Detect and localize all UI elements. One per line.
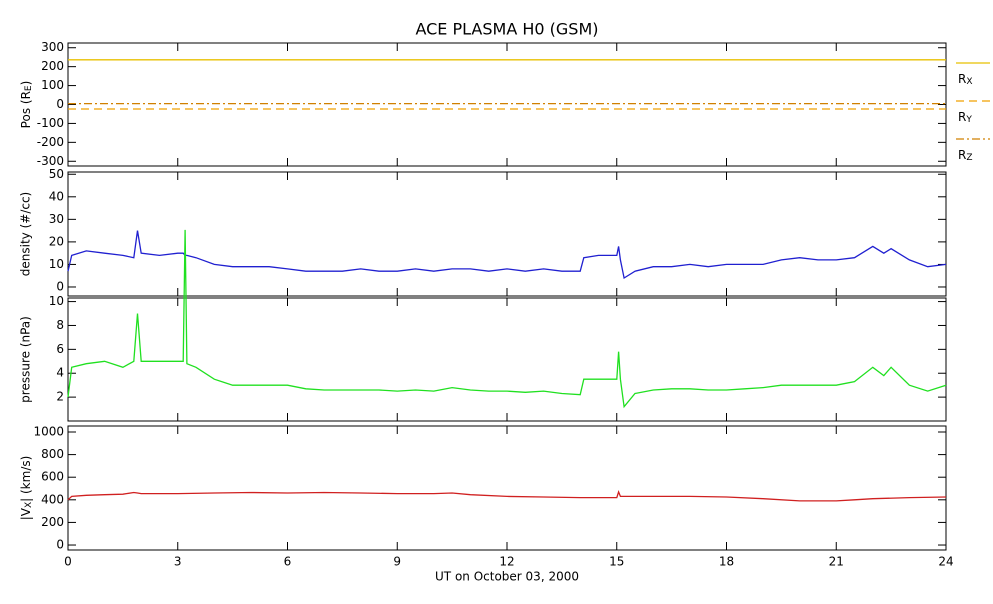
panel-frame: [67, 425, 947, 551]
y-tick-label: 1000: [33, 424, 64, 438]
y-tick-label: 0: [56, 538, 64, 552]
y-tick-label: 20: [49, 234, 64, 248]
y-tick-label: 4: [56, 366, 64, 380]
y-tick-label: 600: [41, 470, 64, 484]
x-tick-label: 21: [829, 555, 844, 569]
x-axis-label: UT on October 03, 2000: [435, 570, 579, 584]
legend-label: RZ: [958, 148, 973, 163]
y-tick-label: 100: [41, 78, 64, 92]
panel-frame: [67, 42, 947, 167]
y-tick-label: 6: [56, 342, 64, 356]
series-line: [67, 230, 947, 280]
panel-frame: [67, 297, 947, 422]
x-tick-label: 0: [64, 555, 72, 569]
x-tick-label: 12: [499, 555, 514, 569]
panel-frame: [67, 171, 947, 297]
x-tick-label: 24: [938, 555, 953, 569]
y-tick-label: 300: [41, 40, 64, 54]
y-tick-label: 200: [41, 515, 64, 529]
legend-label: RY: [958, 110, 972, 125]
y-axis-label: density (#/cc): [19, 192, 33, 276]
y-tick-label: 400: [41, 492, 64, 506]
y-tick-label: 30: [49, 212, 64, 226]
series-line: [67, 489, 947, 502]
series-line: [67, 229, 947, 409]
x-tick-label: 9: [393, 555, 401, 569]
y-tick-label: -300: [37, 154, 64, 168]
y-tick-label: 8: [56, 318, 64, 332]
y-axis-label: |VX| (km/s): [19, 456, 34, 521]
y-tick-label: 0: [56, 279, 64, 293]
y-tick-label: 2: [56, 390, 64, 404]
y-tick-label: 40: [49, 189, 64, 203]
y-tick-label: 50: [49, 167, 64, 181]
y-tick-label: 10: [49, 257, 64, 271]
y-tick-label: 800: [41, 447, 64, 461]
y-axis-label: Pos (RE): [19, 81, 34, 129]
x-tick-label: 6: [284, 555, 292, 569]
y-tick-label: -100: [37, 116, 64, 130]
legend-label: RX: [958, 72, 973, 87]
x-tick-label: 3: [174, 555, 182, 569]
y-tick-label: 200: [41, 59, 64, 73]
x-tick-label: 15: [609, 555, 624, 569]
y-tick-label: 0: [56, 97, 64, 111]
y-tick-label: 10: [49, 294, 64, 308]
y-tick-label: -200: [37, 135, 64, 149]
chart-title: ACE PLASMA H0 (GSM): [415, 20, 598, 39]
x-tick-label: 18: [719, 555, 734, 569]
y-axis-label: pressure (nPa): [19, 316, 33, 403]
